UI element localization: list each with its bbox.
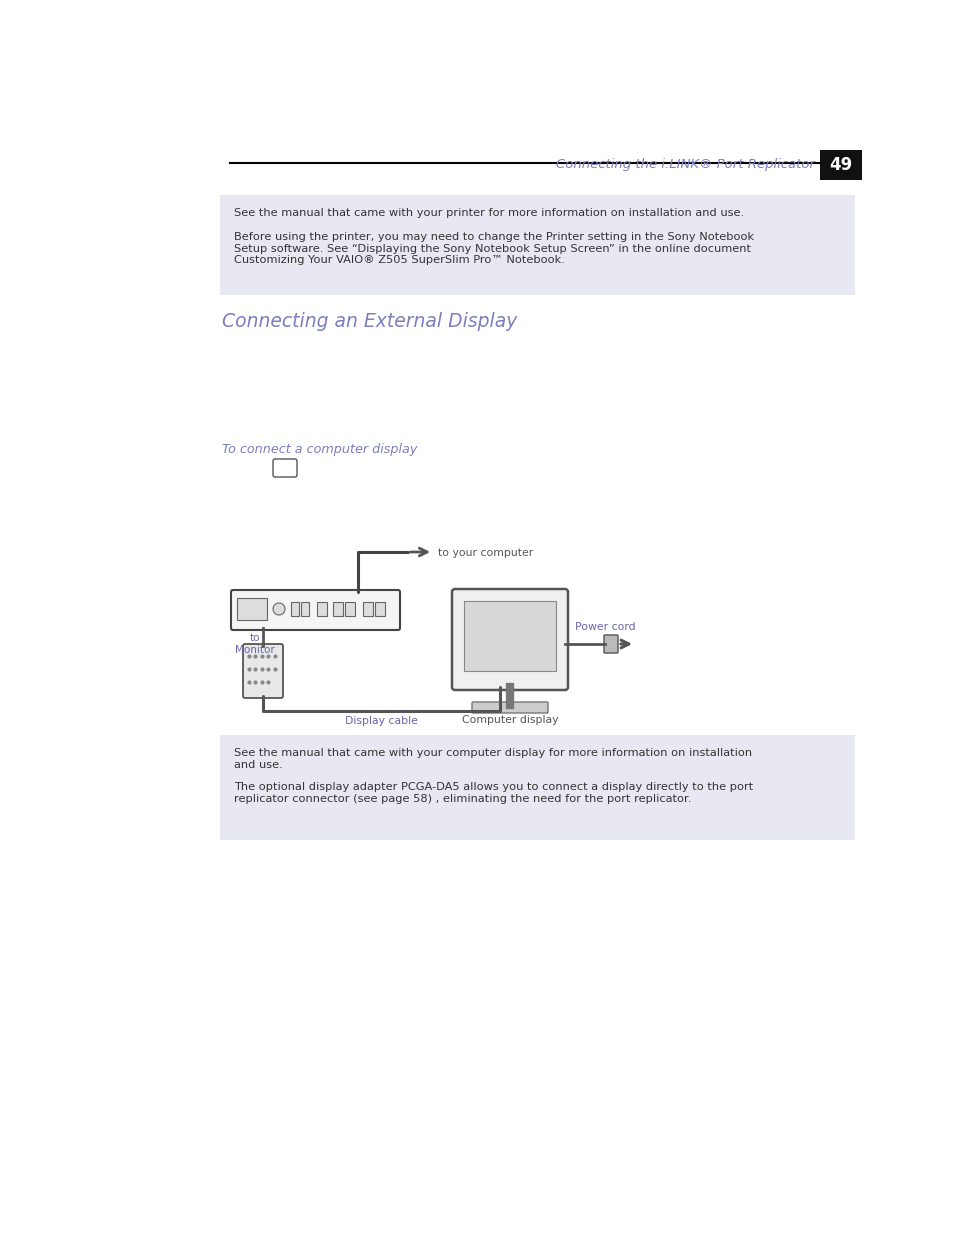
FancyBboxPatch shape [472, 701, 547, 713]
Bar [291, 601, 298, 616]
FancyBboxPatch shape [603, 635, 618, 653]
Bar [316, 601, 327, 616]
Text: Before using the printer, you may need to change the Printer setting in the Sony: Before using the printer, you may need t… [233, 232, 753, 266]
Text: To connect a computer display: To connect a computer display [222, 443, 417, 456]
Bar [375, 601, 385, 616]
Text: Computer display: Computer display [461, 715, 558, 725]
Text: to
Monitor: to Monitor [234, 634, 274, 655]
Text: Display cable: Display cable [344, 716, 417, 726]
Text: See the manual that came with your printer for more information on installation : See the manual that came with your print… [233, 207, 743, 219]
Circle shape [273, 603, 285, 615]
FancyBboxPatch shape [243, 643, 283, 698]
FancyBboxPatch shape [231, 590, 399, 630]
Bar [220, 735, 854, 840]
Text: Power cord: Power cord [575, 622, 635, 632]
Text: The optional display adapter PCGA-DA5 allows you to connect a display directly t: The optional display adapter PCGA-DA5 al… [233, 782, 753, 804]
Bar [820, 149, 862, 180]
Text: Connecting an External Display: Connecting an External Display [222, 312, 517, 331]
Text: 49: 49 [828, 156, 852, 174]
Text: Connecting the i.LINK® Port Replicator: Connecting the i.LINK® Port Replicator [556, 158, 814, 170]
Bar [220, 195, 854, 295]
Text: See the manual that came with your computer display for more information on inst: See the manual that came with your compu… [233, 748, 751, 769]
Text: to your computer: to your computer [437, 548, 533, 558]
Bar [301, 601, 309, 616]
FancyBboxPatch shape [452, 589, 567, 690]
Bar [363, 601, 373, 616]
Bar [345, 601, 355, 616]
FancyBboxPatch shape [236, 598, 267, 620]
Bar [463, 601, 556, 671]
Bar [333, 601, 343, 616]
